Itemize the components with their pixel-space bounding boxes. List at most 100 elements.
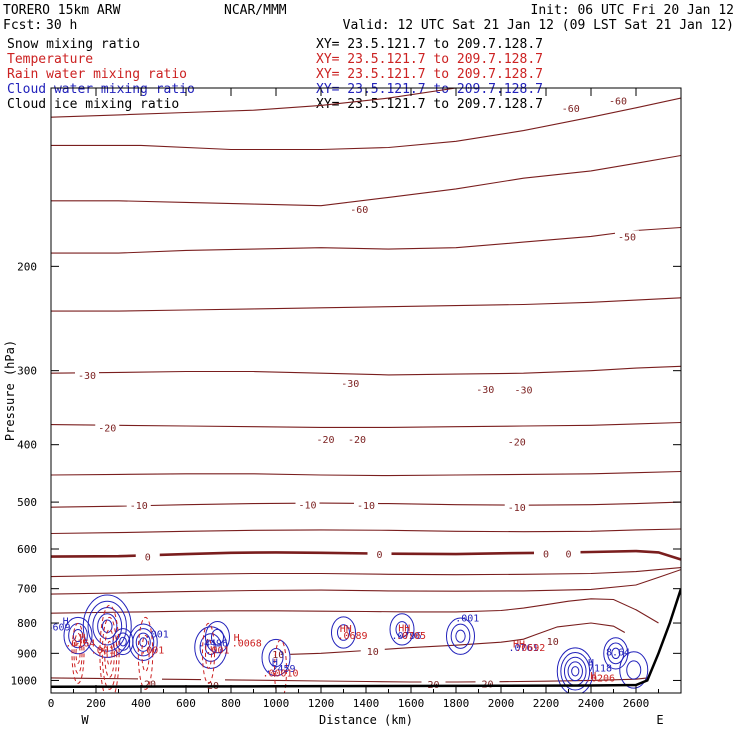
isotherm-label: -30 — [341, 379, 359, 390]
isotherm-label: -20 — [348, 435, 366, 446]
rain-contour — [104, 628, 115, 678]
x-tick-label: 1200 — [308, 697, 335, 710]
maximum-label: .001 — [91, 645, 115, 656]
center-title: NCAR/MMM — [224, 3, 287, 18]
isotherm-label: -20 — [98, 423, 116, 434]
cloud-water-contour — [135, 632, 151, 652]
x-tick-label: 200 — [86, 697, 106, 710]
isotherm-line — [51, 226, 681, 254]
isotherm-line — [51, 569, 681, 595]
isotherm-label-bg — [473, 382, 498, 395]
maximum-label: .2459 — [265, 664, 295, 675]
isotherm-label: 20 — [144, 680, 156, 691]
x-tick-label: 2200 — [533, 697, 560, 710]
maximum-label: 8.64 — [606, 647, 630, 658]
legend-entry-xy: XY= 23.5.121.7 to 209.7.128.7 — [316, 67, 543, 82]
plot-clip-group: -60 -60 -60 -50 -30 -30 -30 -30 -20 -20 -20 -20 -10 -… — [40, 88, 681, 693]
isotherm-label: 10 — [272, 650, 284, 661]
isotherm-line — [51, 97, 681, 151]
cloud-water-contour — [112, 628, 134, 656]
isotherm-label: 0 — [565, 549, 571, 560]
cloud-water-contour — [97, 613, 118, 640]
rain-contour — [202, 622, 215, 684]
isotherm-line — [51, 598, 659, 624]
maximum-label: H — [79, 633, 85, 644]
maximum-label: .0206 — [585, 673, 615, 684]
cloud-water-contour — [395, 621, 409, 638]
isotherm-line — [51, 421, 681, 428]
maximum-label: .4496 — [198, 638, 228, 649]
isotherm-label: -10 — [130, 501, 148, 512]
maximum-label: H — [588, 658, 594, 669]
legend-entry-label: Cloud ice mixing ratio — [7, 97, 179, 112]
isotherm-label-bg — [511, 383, 536, 396]
x-tick-label: 1600 — [398, 697, 425, 710]
isotherm-label: -10 — [298, 501, 316, 512]
x-tick-label: 1800 — [443, 697, 470, 710]
rain-contour — [101, 616, 118, 690]
rain-contour — [71, 622, 85, 684]
cloud-water-contour — [92, 607, 123, 646]
isotherm-label: -20 — [316, 435, 334, 446]
east-label: E — [656, 713, 663, 727]
isotherm-line — [51, 567, 681, 578]
y-tick-label: 800 — [17, 617, 37, 630]
legend-entry-xy: XY= 23.5.121.7 to 209.7.128.7 — [316, 82, 543, 97]
rain-contour — [274, 639, 287, 693]
isotherm-label-bg — [606, 94, 630, 107]
cloud-water-contour — [331, 616, 356, 649]
isotherm-label-bg — [135, 550, 160, 563]
maximum-label: H — [63, 617, 69, 628]
x-tick-label: 800 — [221, 697, 241, 710]
rain-contour — [106, 640, 113, 666]
isotherm-label-bg — [126, 499, 151, 512]
isotherm-label-bg — [347, 202, 372, 215]
isotherm-label-bg — [201, 679, 225, 692]
isotherm-label: 10 — [367, 647, 379, 658]
y-tick-label: 600 — [17, 543, 37, 556]
maximum-label: .001 — [455, 614, 479, 625]
isotherm-label: -30 — [514, 386, 532, 397]
rain-contour — [205, 637, 212, 669]
cloud-water-contour — [63, 616, 93, 655]
maximum-label: .0689 — [337, 631, 367, 642]
cloud-water-contour — [560, 652, 591, 691]
cloud-water-contour — [567, 661, 583, 682]
maximum-label: .5609 — [40, 622, 70, 633]
x-tick-label: 400 — [131, 697, 151, 710]
isotherm-label: -30 — [476, 385, 494, 396]
isotherm-label-bg — [354, 499, 378, 512]
isotherm-label: -10 — [508, 503, 526, 514]
west-label: W — [81, 713, 89, 727]
maximum-label: H — [590, 671, 596, 682]
y-tick-label: 700 — [17, 583, 37, 596]
plot-frame — [50, 87, 682, 694]
maximum-label: 7118 — [588, 664, 612, 675]
isotherm-label: -60 — [350, 205, 368, 216]
isotherm-label-bg — [504, 435, 529, 448]
x-tick-label: 2600 — [623, 697, 650, 710]
isotherm-label-bg — [295, 498, 320, 511]
isotherm-line — [51, 549, 681, 561]
isotherm-label-bg — [556, 547, 581, 560]
cloud-water-contour — [119, 636, 127, 647]
y-tick-label: 200 — [17, 260, 37, 273]
maximum-label: H — [272, 658, 278, 669]
legend-entry-label: Snow mixing ratio — [7, 37, 140, 52]
x-tick-label: 1400 — [353, 697, 380, 710]
isotherm-label: -60 — [609, 97, 627, 108]
legend-entry-label: Rain water mixing ratio — [7, 67, 187, 82]
y-tick-label: 300 — [17, 365, 37, 378]
cloud-water-contour — [205, 621, 230, 654]
isotherm-label: -30 — [78, 371, 96, 382]
forecast-hours: 30 h — [46, 18, 77, 33]
y-tick-label: 500 — [17, 496, 37, 509]
isotherm-label-bg — [360, 644, 385, 657]
legend-entry-xy: XY= 23.5.121.7 to 209.7.128.7 — [316, 97, 543, 112]
x-tick-label: 600 — [176, 697, 196, 710]
rain-contour — [75, 642, 81, 664]
rain-contour — [141, 634, 150, 672]
maximum-label: HH — [340, 624, 352, 635]
maximum-label: .00010 — [262, 668, 298, 679]
cloud-water-contour — [571, 666, 580, 677]
